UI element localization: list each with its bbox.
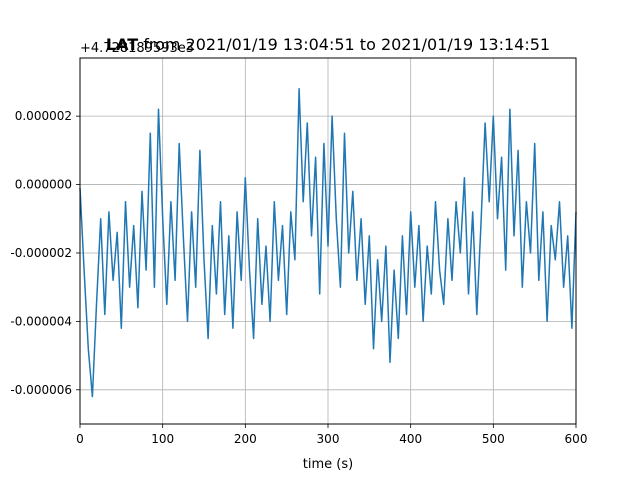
chart-title: LAT from 2021/01/19 13:04:51 to 2021/01/… — [106, 35, 550, 54]
chart-title-range: from 2021/01/19 13:04:51 to 2021/01/19 1… — [138, 35, 550, 54]
x-tick-label: 300 — [317, 432, 340, 446]
y-offset-label: +4.728189593e3 — [80, 41, 194, 56]
x-axis-ticks: 0 100 200 300 400 500 600 — [76, 424, 587, 446]
y-tick-label: -0.000006 — [10, 383, 72, 397]
y-tick-label: -0.000004 — [10, 314, 72, 328]
x-tick-label: 400 — [399, 432, 422, 446]
x-tick-label: 100 — [151, 432, 174, 446]
y-tick-label: 0.000000 — [15, 178, 72, 192]
data-series — [79, 88, 577, 398]
grid-lines — [79, 58, 577, 424]
x-tick-label: 600 — [565, 432, 588, 446]
x-tick-label: 0 — [76, 432, 84, 446]
lat-series-line — [79, 88, 577, 398]
chart-title-variable: LAT — [106, 35, 138, 54]
x-tick-label: 200 — [234, 432, 257, 446]
y-axis-ticks: -0.000006 -0.000004 -0.000002 0.000000 0.000… — [10, 109, 80, 397]
x-tick-label: 500 — [482, 432, 505, 446]
y-tick-label: 0.000002 — [15, 109, 72, 123]
x-axis-label: time (s) — [303, 457, 353, 472]
y-tick-label: -0.000002 — [10, 246, 72, 260]
